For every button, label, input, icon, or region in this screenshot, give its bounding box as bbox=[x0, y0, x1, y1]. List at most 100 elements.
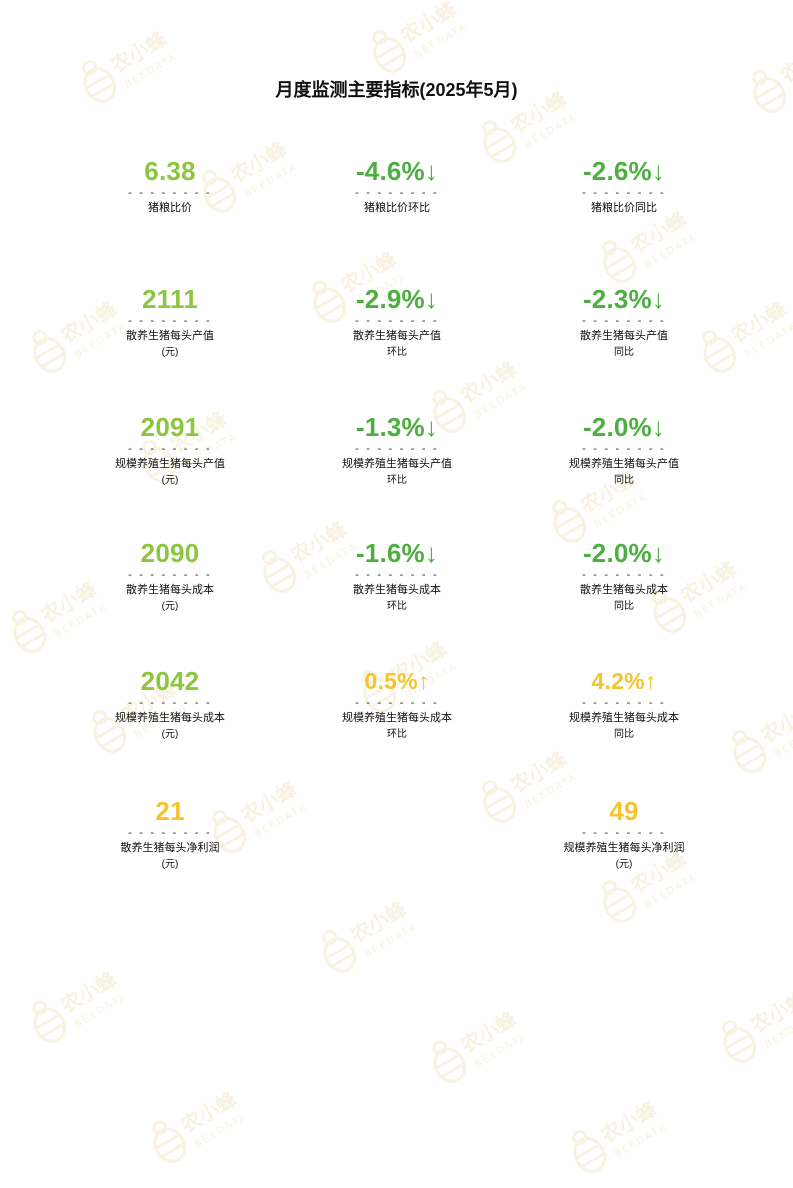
svg-text:BEEDATA: BEEDATA bbox=[73, 991, 130, 1030]
metric-backyard-net-profit: 21 - - - - - - - - 散养生猪每头净利润 (元) bbox=[70, 794, 270, 872]
separator-dashes: - - - - - - - - bbox=[297, 444, 497, 456]
metric-backyard-cost-per-head: 2090 - - - - - - - - 散养生猪每头成本 (元) bbox=[70, 536, 270, 614]
metric-value: 6.38 bbox=[70, 154, 270, 188]
metric-unit: (元) bbox=[524, 857, 724, 872]
svg-text:农小蜂: 农小蜂 bbox=[346, 896, 412, 948]
separator-dashes: - - - - - - - - bbox=[70, 188, 270, 200]
metric-value: 21 bbox=[70, 794, 270, 828]
metric-label: 规模养殖生猪每头产值 bbox=[297, 456, 497, 473]
svg-text:BEEDATA: BEEDATA bbox=[593, 491, 650, 530]
down-arrow-icon: ↓ bbox=[652, 412, 665, 442]
metric-label: 规模养殖生猪每头产值 bbox=[524, 456, 724, 473]
up-arrow-icon: ↑ bbox=[645, 668, 657, 694]
metric-label: 散养生猪每头净利润 bbox=[70, 840, 270, 857]
metric-backyard-cost-yoy: -2.0%↓ - - - - - - - - 散养生猪每头成本 同比 bbox=[524, 536, 724, 614]
svg-text:农小蜂: 农小蜂 bbox=[756, 696, 793, 748]
down-arrow-icon: ↓ bbox=[425, 412, 438, 442]
separator-dashes: - - - - - - - - bbox=[524, 188, 724, 200]
metric-label: 规模养殖生猪每头成本 bbox=[70, 710, 270, 727]
metric-value: -2.0%↓ bbox=[524, 536, 724, 570]
metric-value: 2091 bbox=[70, 410, 270, 444]
metric-scale-cost-per-head: 2042 - - - - - - - - 规模养殖生猪每头成本 (元) bbox=[70, 664, 270, 742]
down-arrow-icon: ↓ bbox=[425, 538, 438, 568]
svg-text:农小蜂: 农小蜂 bbox=[596, 1096, 662, 1148]
metric-period: 环比 bbox=[297, 727, 497, 742]
metric-value: -2.0%↓ bbox=[524, 410, 724, 444]
metric-backyard-output-mom: -2.9%↓ - - - - - - - - 散养生猪每头产值 环比 bbox=[297, 282, 497, 360]
metric-label: 散养生猪每头产值 bbox=[70, 328, 270, 345]
svg-text:农小蜂: 农小蜂 bbox=[106, 26, 172, 78]
svg-text:农小蜂: 农小蜂 bbox=[456, 356, 522, 408]
separator-dashes: - - - - - - - - bbox=[70, 570, 270, 582]
metric-period: 环比 bbox=[297, 599, 497, 614]
metric-label: 散养生猪每头成本 bbox=[70, 582, 270, 599]
svg-text:农小蜂: 农小蜂 bbox=[506, 746, 572, 798]
metric-unit: (元) bbox=[70, 473, 270, 488]
metric-period: 同比 bbox=[524, 727, 724, 742]
metric-value: -1.3%↓ bbox=[297, 410, 497, 444]
metric-label: 规模养殖生猪每头产值 bbox=[70, 456, 270, 473]
metric-period: 同比 bbox=[524, 473, 724, 488]
down-arrow-icon: ↓ bbox=[425, 156, 438, 186]
separator-dashes: - - - - - - - - bbox=[70, 316, 270, 328]
metric-value: -2.6%↓ bbox=[524, 154, 724, 188]
svg-text:农小蜂: 农小蜂 bbox=[726, 296, 792, 348]
up-arrow-icon: ↑ bbox=[418, 668, 430, 694]
metric-value: 2111 bbox=[70, 282, 270, 316]
svg-text:BEEDATA: BEEDATA bbox=[643, 871, 700, 910]
metric-value: 0.5%↑ bbox=[297, 664, 497, 698]
separator-dashes: - - - - - - - - bbox=[524, 444, 724, 456]
separator-dashes: - - - - - - - - bbox=[297, 188, 497, 200]
metric-label: 规模养殖生猪每头成本 bbox=[297, 710, 497, 727]
metric-value: 2042 bbox=[70, 664, 270, 698]
svg-text:农小蜂: 农小蜂 bbox=[176, 1086, 242, 1138]
metric-scale-cost-yoy: 4.2%↑ - - - - - - - - 规模养殖生猪每头成本 同比 bbox=[524, 664, 724, 742]
metric-value: 2090 bbox=[70, 536, 270, 570]
svg-text:BEEDATA: BEEDATA bbox=[523, 111, 580, 150]
svg-text:BEEDATA: BEEDATA bbox=[473, 1031, 530, 1070]
metric-pig-grain-ratio-yoy: -2.6%↓ - - - - - - - - 猪粮比价同比 bbox=[524, 154, 724, 217]
metric-unit: (元) bbox=[70, 727, 270, 742]
metric-value: 49 bbox=[524, 794, 724, 828]
svg-text:BEEDATA: BEEDATA bbox=[743, 321, 793, 360]
separator-dashes: - - - - - - - - bbox=[297, 698, 497, 710]
metric-value: -4.6%↓ bbox=[297, 154, 497, 188]
metric-unit: (元) bbox=[70, 599, 270, 614]
svg-text:农小蜂: 农小蜂 bbox=[396, 0, 462, 48]
page-title: 月度监测主要指标(2025年5月) bbox=[0, 76, 793, 102]
metric-period: 同比 bbox=[524, 599, 724, 614]
metric-label: 猪粮比价 bbox=[70, 200, 270, 217]
metric-pig-grain-ratio-mom: -4.6%↓ - - - - - - - - 猪粮比价环比 bbox=[297, 154, 497, 217]
metric-scale-output-mom: -1.3%↓ - - - - - - - - 规模养殖生猪每头产值 环比 bbox=[297, 410, 497, 488]
svg-text:农小蜂: 农小蜂 bbox=[56, 966, 122, 1018]
svg-text:BEEDATA: BEEDATA bbox=[363, 921, 420, 960]
metric-label: 规模养殖生猪每头净利润 bbox=[524, 840, 724, 857]
metric-label: 散养生猪每头成本 bbox=[524, 582, 724, 599]
svg-text:BEEDATA: BEEDATA bbox=[763, 1011, 793, 1050]
metric-value: -2.9%↓ bbox=[297, 282, 497, 316]
metric-scale-output-yoy: -2.0%↓ - - - - - - - - 规模养殖生猪每头产值 同比 bbox=[524, 410, 724, 488]
metric-label: 散养生猪每头产值 bbox=[524, 328, 724, 345]
separator-dashes: - - - - - - - - bbox=[70, 698, 270, 710]
metric-unit: (元) bbox=[70, 857, 270, 872]
metric-label: 规模养殖生猪每头成本 bbox=[524, 710, 724, 727]
metric-label: 猪粮比价同比 bbox=[524, 200, 724, 217]
metric-backyard-output-per-head: 2111 - - - - - - - - 散养生猪每头产值 (元) bbox=[70, 282, 270, 360]
metric-value: 4.2%↑ bbox=[524, 664, 724, 698]
down-arrow-icon: ↓ bbox=[652, 156, 665, 186]
svg-text:BEEDATA: BEEDATA bbox=[193, 1111, 250, 1150]
svg-text:BEEDATA: BEEDATA bbox=[413, 21, 470, 60]
metric-backyard-cost-mom: -1.6%↓ - - - - - - - - 散养生猪每头成本 环比 bbox=[297, 536, 497, 614]
metric-scale-cost-mom: 0.5%↑ - - - - - - - - 规模养殖生猪每头成本 环比 bbox=[297, 664, 497, 742]
metric-backyard-output-yoy: -2.3%↓ - - - - - - - - 散养生猪每头产值 同比 bbox=[524, 282, 724, 360]
separator-dashes: - - - - - - - - bbox=[524, 828, 724, 840]
svg-text:BEEDATA: BEEDATA bbox=[613, 1121, 670, 1160]
separator-dashes: - - - - - - - - bbox=[70, 444, 270, 456]
